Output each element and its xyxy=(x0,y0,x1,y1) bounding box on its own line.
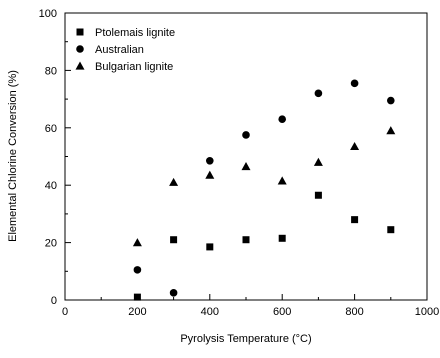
x-tick-label: 200 xyxy=(128,306,146,318)
legend: Ptolemais lignite Australian Bulgarian lig… xyxy=(75,27,175,73)
data-point-triangle xyxy=(313,157,323,166)
x-tick-label: 1000 xyxy=(415,306,439,318)
y-tick-label: 100 xyxy=(39,8,57,20)
legend-marker-triangle xyxy=(75,61,85,70)
ticks-layer: 0 200 400 600 800 1000 0 20 40 60 80 100 xyxy=(39,8,440,318)
y-tick-label: 40 xyxy=(45,180,57,192)
data-point-triangle xyxy=(386,126,396,135)
data-point-square xyxy=(314,191,322,199)
x-tick-label: 0 xyxy=(62,306,68,318)
y-axis-label: Elemental Chlorine Conversion (%) xyxy=(7,70,19,242)
legend-item: Australian xyxy=(76,44,144,56)
legend-label: Australian xyxy=(95,44,144,56)
marks-layer xyxy=(132,79,396,301)
series-triangle xyxy=(132,126,396,247)
data-point-square xyxy=(278,234,286,242)
data-point-circle xyxy=(387,96,395,105)
data-point-circle xyxy=(133,266,142,274)
data-point-circle xyxy=(206,157,214,165)
data-point-circle xyxy=(242,131,250,139)
legend-item: Ptolemais lignite xyxy=(76,27,175,39)
data-point-square xyxy=(170,236,178,244)
legend-marker-circle xyxy=(76,45,84,53)
data-point-triangle xyxy=(169,177,179,186)
x-tick-label: 400 xyxy=(201,306,219,318)
data-point-square xyxy=(242,236,250,244)
legend-marker-square xyxy=(76,28,84,36)
series-square xyxy=(133,191,395,301)
legend-label: Bulgarian lignite xyxy=(95,61,173,73)
legend-item: Bulgarian lignite xyxy=(75,61,173,73)
data-point-square xyxy=(206,243,214,251)
y-tick-label: 80 xyxy=(45,65,57,77)
data-point-triangle xyxy=(205,170,215,179)
data-point-square xyxy=(387,226,395,234)
y-tick-label: 20 xyxy=(45,238,57,250)
data-point-circle xyxy=(169,289,178,297)
legend-label: Ptolemais lignite xyxy=(95,27,175,39)
data-point-circle xyxy=(350,79,359,88)
data-point-square xyxy=(133,293,141,301)
y-tick-label: 60 xyxy=(45,123,57,135)
data-point-circle xyxy=(278,115,287,123)
y-tick-label: 0 xyxy=(51,295,57,307)
x-tick-label: 600 xyxy=(273,306,291,318)
data-point-triangle xyxy=(132,238,142,247)
data-point-triangle xyxy=(277,176,287,185)
x-tick-label: 800 xyxy=(345,306,363,318)
plot-frame xyxy=(64,12,428,301)
data-point-triangle xyxy=(350,141,360,151)
series-circle xyxy=(133,79,395,297)
data-point-circle xyxy=(314,89,323,98)
x-axis-label: Pyrolysis Temperature (°C) xyxy=(180,333,311,345)
data-point-triangle xyxy=(241,162,251,171)
data-point-square xyxy=(351,216,359,224)
